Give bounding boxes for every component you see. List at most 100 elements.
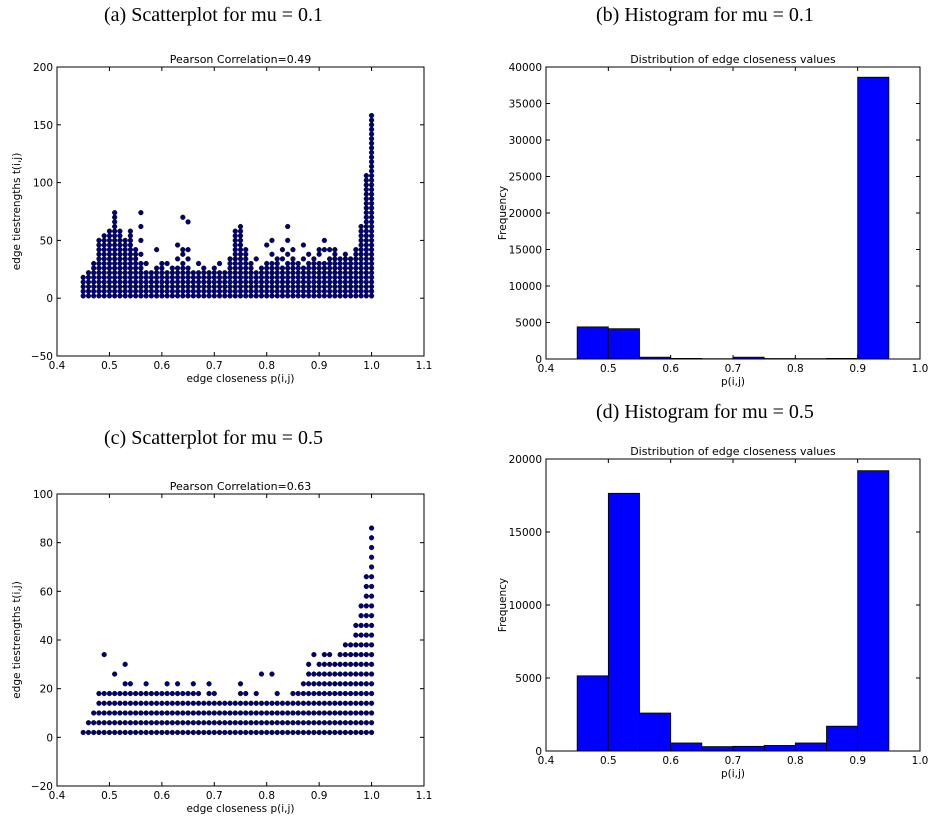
chart-title: Distribution of edge closeness values <box>630 53 836 66</box>
scatter-point <box>159 729 165 736</box>
scatter-point <box>300 242 307 248</box>
scatter-point <box>180 260 186 267</box>
scatter-point <box>133 700 139 706</box>
scatter-point <box>316 661 322 667</box>
scatter-point <box>148 270 154 276</box>
scatter-point <box>363 173 369 179</box>
scatter-point <box>117 690 123 697</box>
scatter-point <box>311 700 317 706</box>
scatter-point <box>237 223 244 230</box>
scatter-point <box>327 710 333 716</box>
x-tick-label: 1.0 <box>912 755 929 767</box>
scatter-point <box>190 681 196 687</box>
scatter-point <box>342 661 348 667</box>
scatter-point <box>106 710 113 716</box>
scatter-point <box>274 729 280 736</box>
scatter-point <box>358 622 364 629</box>
scatter-point <box>169 700 175 706</box>
y-tick-label: 10000 <box>509 281 542 293</box>
scatter-point <box>106 228 113 234</box>
scatter-point <box>232 729 238 736</box>
scatter-point <box>306 700 312 706</box>
scatter-point <box>122 237 128 244</box>
scatter-point <box>201 720 207 726</box>
scatter-point <box>117 700 123 706</box>
y-tick-label: 20000 <box>509 454 542 466</box>
scatter-point <box>127 681 133 687</box>
scatter-point <box>174 265 181 271</box>
scatter-point <box>264 720 270 726</box>
x-tick-label: 0.8 <box>787 363 804 375</box>
scatter-point <box>311 720 317 726</box>
scatter-point <box>206 700 212 706</box>
scatter-point <box>295 260 301 267</box>
x-tick-label: 0.9 <box>311 790 328 802</box>
scatter-point <box>295 720 301 726</box>
scatter-point <box>295 729 301 736</box>
scatter-point <box>232 700 238 706</box>
scatter-point <box>279 265 286 271</box>
data-marks <box>576 470 890 752</box>
scatter-point <box>248 260 254 267</box>
x-tick-label: 0.7 <box>725 363 742 375</box>
scatter-point <box>368 622 375 629</box>
scatter-point <box>332 681 338 687</box>
scatter-point <box>253 270 259 276</box>
scatter-point <box>295 690 301 697</box>
x-tick-label: 0.5 <box>101 790 118 802</box>
scatter-point <box>258 720 265 726</box>
scatter-point <box>195 260 202 267</box>
scatter-point <box>174 729 181 736</box>
scatter-point <box>353 632 359 638</box>
scatter-point <box>332 700 338 706</box>
scatter-point <box>206 710 212 716</box>
scatter-point <box>285 251 291 257</box>
scatter-point <box>368 603 375 609</box>
scatter-point <box>169 729 175 736</box>
scatter-point <box>368 632 375 638</box>
scatter-point <box>143 681 149 687</box>
scatter-point <box>243 720 249 726</box>
scatter-point <box>353 642 359 648</box>
histogram-bar <box>857 470 890 752</box>
scatter-point <box>285 700 291 706</box>
scatter-point <box>237 710 244 716</box>
scatter-point <box>285 710 291 716</box>
scatter-point <box>180 700 186 706</box>
scatter-point <box>274 710 280 716</box>
scatter-point <box>321 651 327 658</box>
x-tick-label: 0.7 <box>206 790 223 802</box>
scatter-point <box>363 681 369 687</box>
scatter-point <box>332 710 338 716</box>
scatter-point <box>227 700 233 706</box>
scatter-point <box>253 256 259 262</box>
x-tick-label: 0.4 <box>538 363 555 375</box>
scatter-point <box>300 700 307 706</box>
scatter-point <box>269 251 275 257</box>
x-axis-label: edge closeness p(i,j) <box>186 803 294 815</box>
scatter-point <box>159 710 165 716</box>
scatter-point <box>321 681 327 687</box>
scatter-point <box>106 690 113 697</box>
scatter-point <box>285 237 291 244</box>
scatter-point <box>337 729 343 736</box>
scatter-point <box>143 729 149 736</box>
scatter-point <box>180 690 186 697</box>
scatter-point <box>306 260 312 267</box>
scatter-point <box>306 710 312 716</box>
scatter-point <box>321 729 327 736</box>
scatter-point <box>321 247 327 253</box>
scatter-point <box>327 651 333 658</box>
scatter-point <box>300 710 307 716</box>
scatter-point <box>316 710 322 716</box>
scatter-point <box>300 681 307 687</box>
scatter-point <box>96 720 102 726</box>
scatter-point <box>321 720 327 726</box>
scatter-point <box>348 710 354 716</box>
scatter-point <box>269 710 275 716</box>
scatter-point <box>222 720 228 726</box>
scatter-point <box>96 729 102 736</box>
scatter-point <box>353 661 359 667</box>
scatter-point <box>269 237 275 244</box>
scatter-point <box>169 690 175 697</box>
